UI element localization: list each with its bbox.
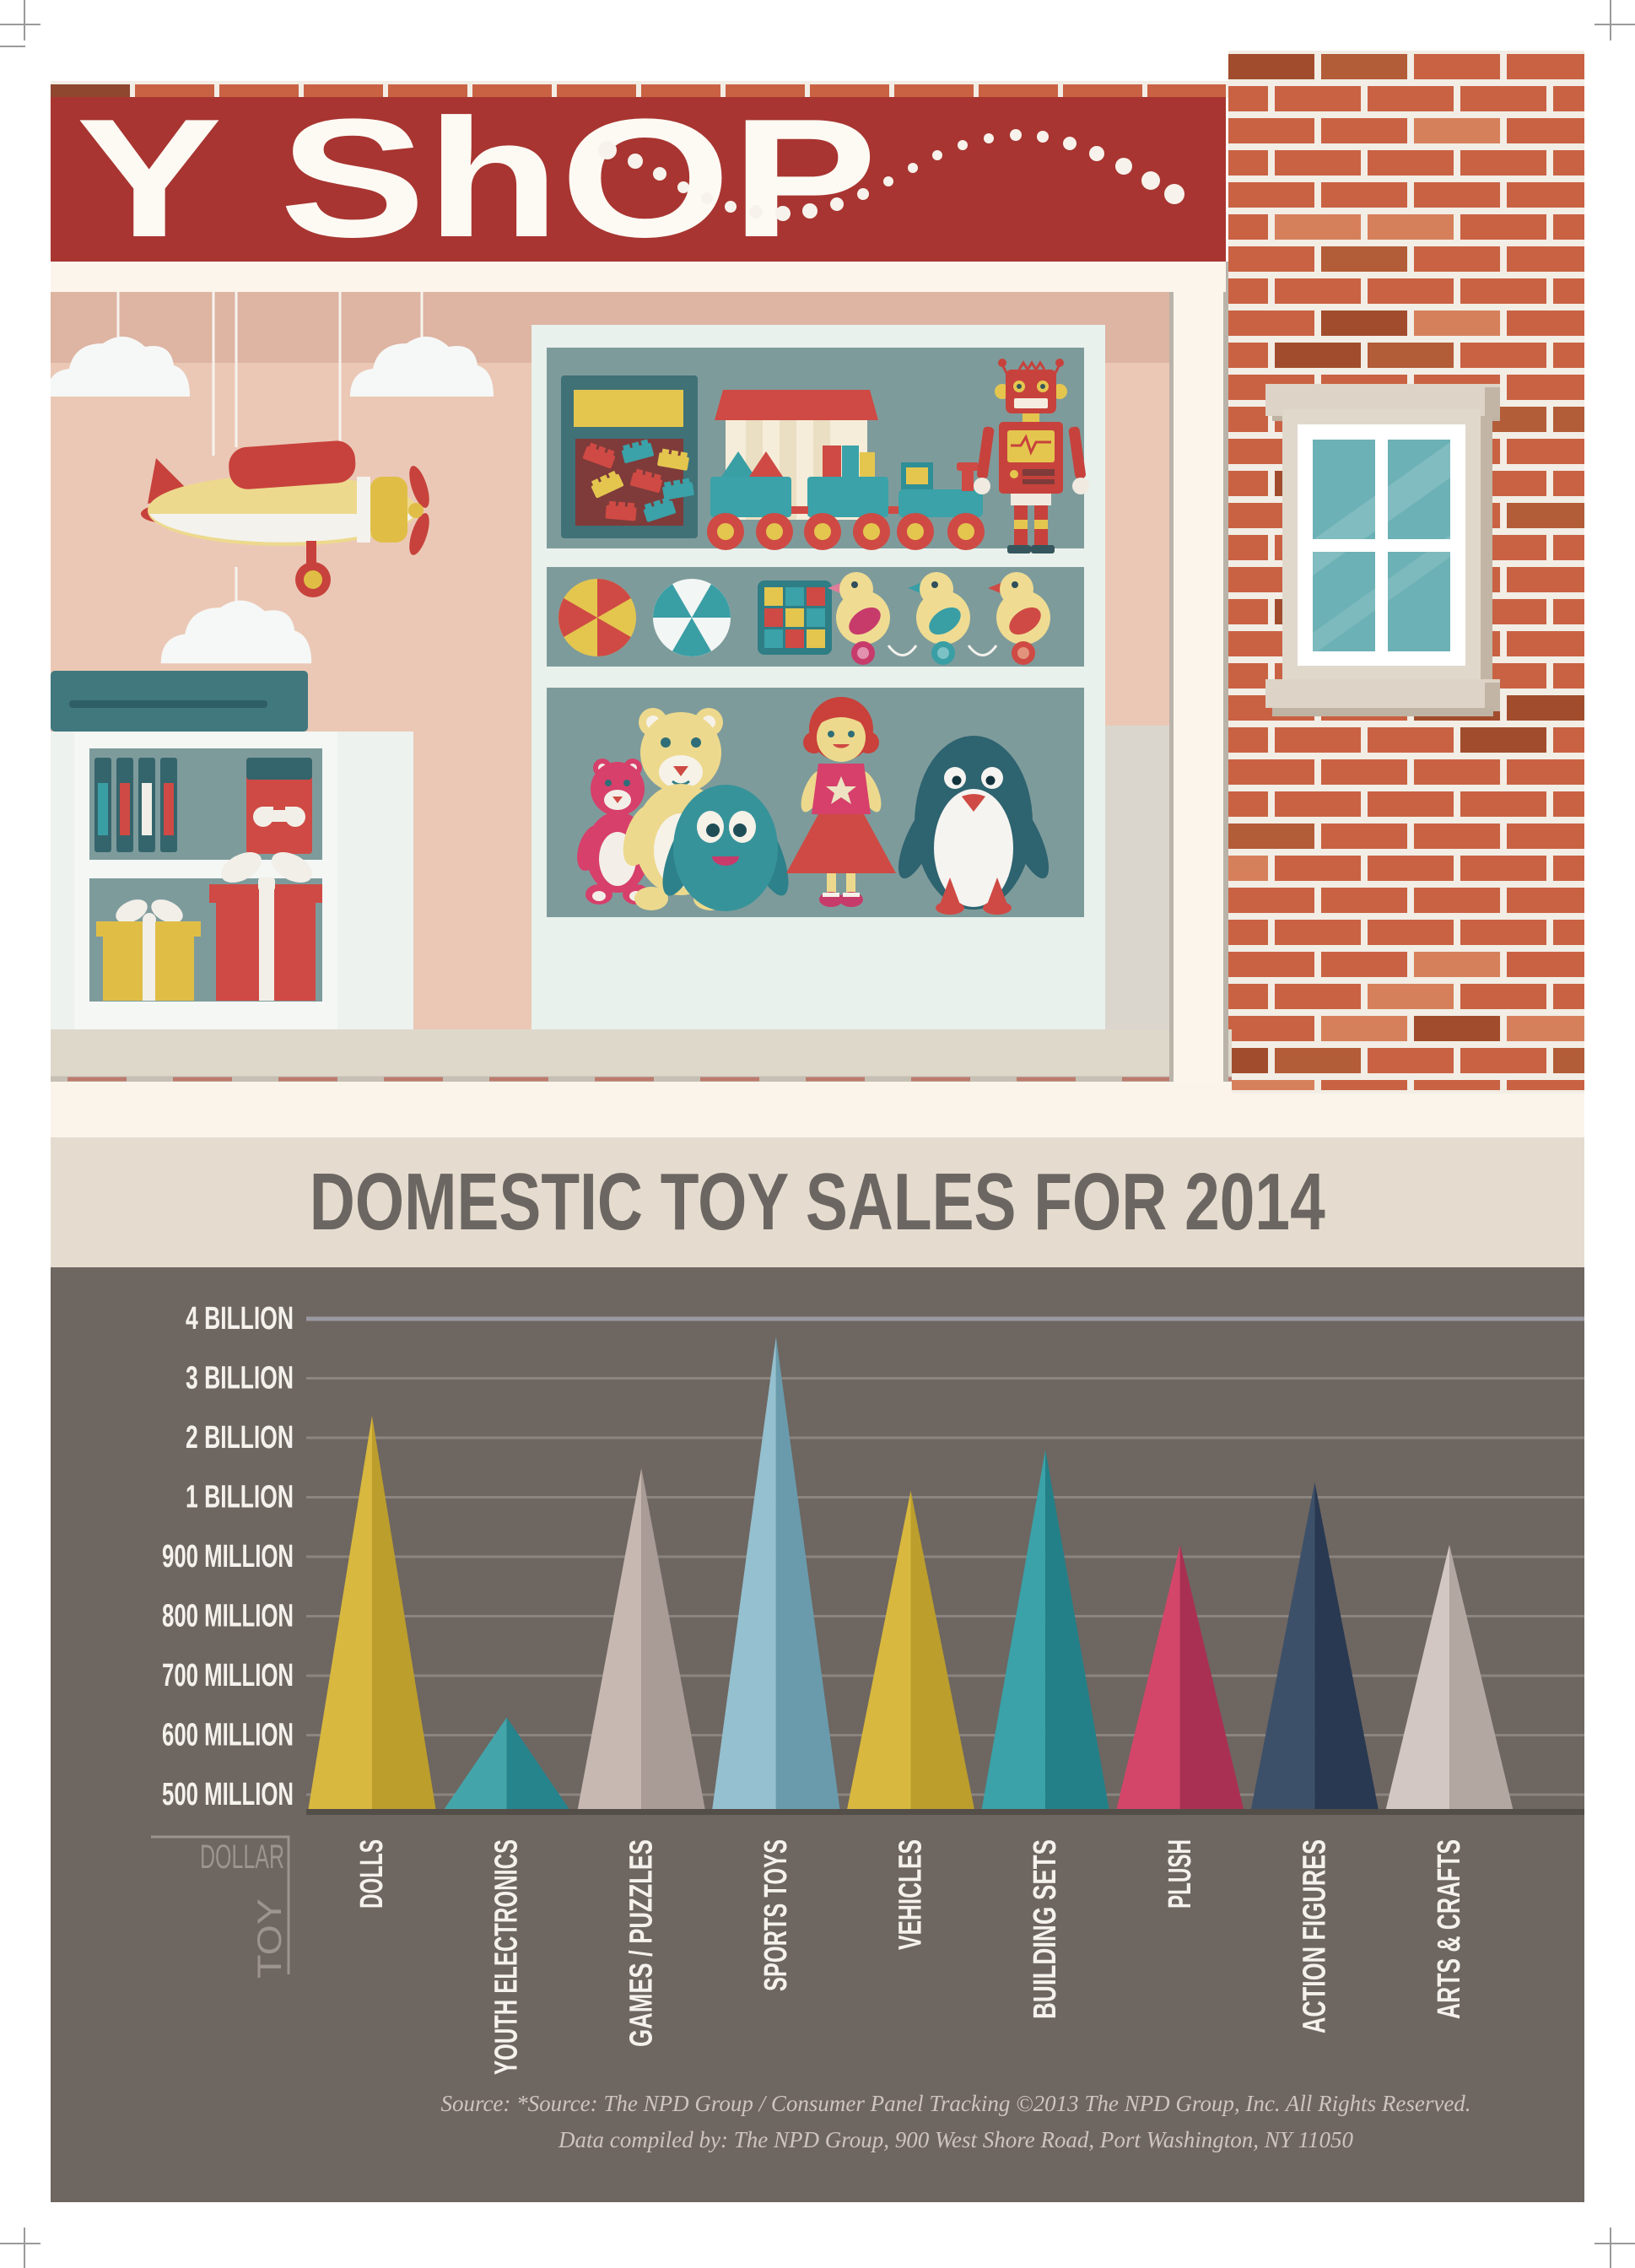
- page-title: DOMESTIC TOY SALES FOR 2014: [310, 1157, 1325, 1247]
- category-label: YOUTH ELECTRONICS: [489, 1839, 525, 2075]
- toy-train: [707, 446, 985, 550]
- beach-ball-teal: [653, 579, 731, 656]
- crop-mark: [1595, 24, 1635, 25]
- y-tick-label: 700 MILLION: [162, 1658, 294, 1693]
- y-tick-label: 800 MILLION: [162, 1599, 294, 1634]
- category-label: ACTION FIGURES: [1297, 1839, 1332, 2033]
- crop-mark: [0, 46, 25, 47]
- y-tick-label: 900 MILLION: [162, 1539, 294, 1574]
- triangle-building-sets: [981, 1450, 1110, 1812]
- lego-bin: [561, 375, 698, 538]
- crop-mark: [24, 0, 25, 40]
- shop-sign-text: Y ShOP: [76, 84, 877, 273]
- shop-floor: [51, 1029, 1232, 1082]
- y-axis-title: DOLLAR: [200, 1839, 284, 1876]
- category-label: PLUSH: [1163, 1839, 1198, 1909]
- chart-baseline: [306, 1809, 1584, 1815]
- axis-corner: [151, 1835, 290, 1974]
- category-labels: DOLLS YOUTH ELECTRONICS GAMES / PUZZLES SPO…: [354, 1839, 1467, 2075]
- y-tick-label: 1 BILLION: [186, 1480, 294, 1515]
- x-axis-title: TOY: [251, 1898, 289, 1979]
- y-tick-label: 3 BILLION: [186, 1361, 294, 1396]
- toy-plane: [141, 440, 429, 597]
- toy-robot: [974, 359, 1089, 554]
- toy-books: [94, 758, 177, 852]
- sign-dots: [598, 129, 1184, 221]
- sales-chart: 4 BILLION 3 BILLION 2 BILLION 1 BILLION 900 …: [51, 1267, 1584, 2202]
- shop-interior: [51, 292, 1232, 1083]
- triangle-action-figures: [1250, 1482, 1379, 1812]
- fascia-strip: [51, 262, 1226, 292]
- triangle-games-puzzles: [577, 1467, 706, 1812]
- crop-mark: [24, 2228, 25, 2268]
- chart-gridlines: [306, 1316, 1584, 1796]
- wall-lower-right: [1105, 726, 1173, 1031]
- plush-penguin: [898, 736, 1050, 915]
- y-tick-label: 600 MILLION: [162, 1718, 294, 1753]
- source-line-1: Source: *Source: The NPD Group / Consume…: [440, 2091, 1470, 2116]
- sidewalk-strip-left: [51, 1082, 1232, 1137]
- plush-blob: [662, 785, 789, 911]
- brick-window: [1265, 384, 1500, 716]
- title-band: DOMESTIC TOY SALES FOR 2014: [51, 1137, 1584, 1267]
- beach-ball-red: [558, 579, 636, 656]
- y-tick-label: 4 BILLION: [186, 1301, 294, 1336]
- triangle-dolls: [308, 1415, 436, 1812]
- bookshelf: [74, 732, 337, 1038]
- category-label: VEHICLES: [893, 1839, 929, 1950]
- crop-mark: [0, 24, 40, 25]
- category-label: SPORTS TOYS: [758, 1839, 794, 1991]
- teal-cabinet-handle: [69, 700, 267, 708]
- toy-shop-illustration: Y ShOP: [51, 51, 1584, 1137]
- y-tick-label: 500 MILLION: [162, 1777, 294, 1812]
- shop-sign: Y ShOP: [51, 84, 1226, 273]
- corner-pillar: [1169, 262, 1228, 1088]
- source-line-2: Data compiled by: The NPD Group, 900 Wes…: [558, 2127, 1353, 2152]
- crop-mark: [1610, 2228, 1611, 2268]
- crop-mark: [1610, 0, 1611, 40]
- y-tick-label: 2 BILLION: [186, 1420, 294, 1455]
- crop-mark: [1595, 2243, 1635, 2244]
- category-label: DOLLS: [354, 1839, 390, 1909]
- pull-ducks: [828, 572, 1050, 665]
- category-label: BUILDING SETS: [1028, 1839, 1063, 2019]
- puzzle-cube: [758, 580, 832, 655]
- doll: [786, 697, 896, 907]
- category-label: ARTS & CRAFTS: [1432, 1839, 1467, 2019]
- crop-mark: [0, 2243, 40, 2244]
- gift-boxes: [96, 851, 322, 1001]
- game-box: [246, 758, 312, 854]
- y-axis-labels: 4 BILLION 3 BILLION 2 BILLION 1 BILLION 900 …: [162, 1301, 294, 1812]
- display-window: [532, 325, 1105, 1031]
- category-label: GAMES / PUZZLES: [623, 1839, 659, 2047]
